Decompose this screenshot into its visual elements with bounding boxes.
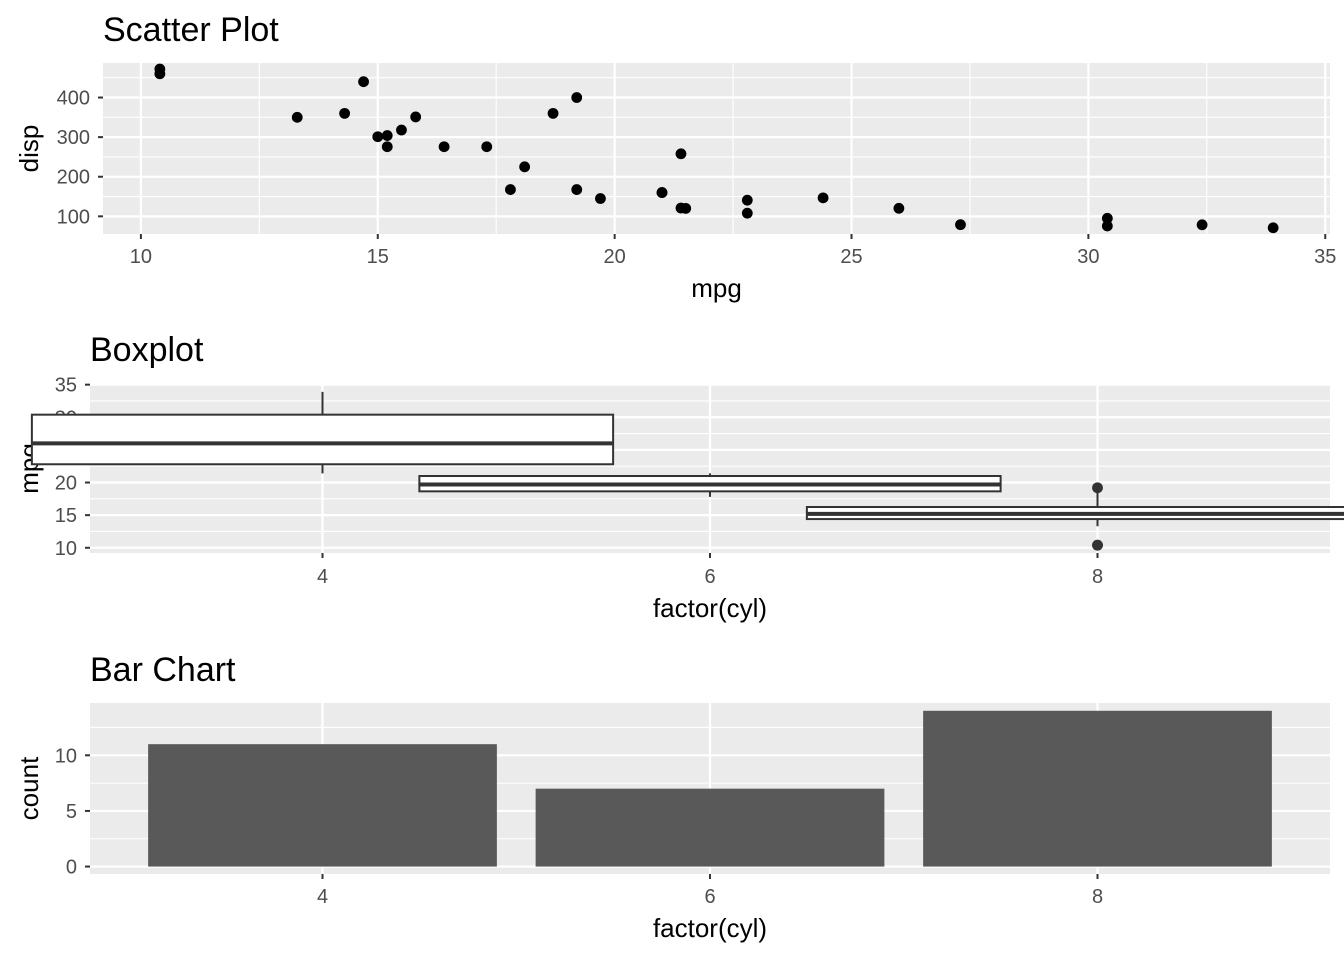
scatter-point bbox=[675, 202, 687, 214]
scatter-point bbox=[893, 202, 905, 214]
chart-title: Scatter Plot bbox=[103, 11, 279, 49]
x-tick-label: 25 bbox=[840, 246, 862, 268]
y-axis-title: count bbox=[14, 756, 44, 820]
x-tick-label: 10 bbox=[130, 246, 152, 268]
y-tick-label: 10 bbox=[55, 538, 77, 560]
scatter-point bbox=[741, 194, 753, 206]
scatter-point bbox=[410, 111, 422, 123]
x-tick-label: 8 bbox=[1092, 566, 1103, 588]
scatter-point bbox=[381, 130, 393, 141]
scatter-point bbox=[505, 184, 516, 195]
x-tick-label: 4 bbox=[317, 886, 328, 908]
y-tick-label: 10 bbox=[55, 745, 77, 767]
scatter-point bbox=[656, 187, 668, 198]
y-tick-label: 300 bbox=[57, 127, 90, 149]
scatter-point bbox=[547, 107, 559, 119]
x-axis-title: factor(cyl) bbox=[653, 593, 767, 623]
chart-title: Boxplot bbox=[90, 331, 204, 369]
x-tick-label: 6 bbox=[704, 566, 715, 588]
y-tick-label: 20 bbox=[55, 473, 77, 495]
x-tick-label: 20 bbox=[604, 246, 626, 268]
scatter-point bbox=[291, 111, 303, 123]
y-tick-label: 100 bbox=[57, 206, 90, 228]
box-iqr bbox=[30, 413, 615, 466]
x-tick-label: 8 bbox=[1092, 886, 1103, 908]
y-tick-label: 15 bbox=[55, 505, 77, 527]
scatter-point bbox=[955, 219, 966, 231]
y-axis-title: disp bbox=[14, 125, 44, 173]
outlier-point bbox=[1092, 482, 1103, 494]
outlier-point bbox=[1092, 539, 1103, 551]
bar-chart-panel: 0 5 10 Bar Chart factor(cyl) count 4 6 8 bbox=[14, 651, 1330, 943]
scatter-point bbox=[817, 192, 829, 204]
scatter-point bbox=[339, 107, 351, 119]
scatter-point bbox=[438, 141, 450, 153]
bar bbox=[148, 744, 497, 867]
scatter-point bbox=[396, 124, 407, 136]
plot-background bbox=[103, 63, 1330, 234]
x-tick-label: 30 bbox=[1077, 246, 1099, 268]
y-tick-label: 5 bbox=[66, 801, 77, 823]
scatter-point bbox=[519, 161, 531, 173]
x-tick-label: 15 bbox=[367, 246, 389, 268]
x-tick-label: 35 bbox=[1314, 246, 1336, 268]
bar bbox=[535, 788, 885, 867]
scatter-point bbox=[675, 148, 687, 160]
scatter-point bbox=[1267, 222, 1279, 234]
scatter-point bbox=[571, 184, 583, 195]
scatter-point bbox=[381, 141, 393, 153]
scatter-point bbox=[358, 76, 369, 88]
scatter-point bbox=[154, 68, 166, 80]
x-tick-label: 4 bbox=[317, 566, 328, 588]
x-axis-title: mpg bbox=[691, 273, 742, 303]
scatter-point bbox=[481, 141, 493, 153]
scatter-point bbox=[571, 92, 583, 103]
chart-title: Bar Chart bbox=[90, 651, 236, 689]
scatter-point bbox=[1101, 220, 1113, 232]
scatter-plot-panel: 100 200 300 400 Scatter Plot mpg disp 10 15 20 25 3… bbox=[14, 11, 1336, 303]
scatter-point bbox=[595, 193, 606, 204]
y-tick-label: 400 bbox=[57, 88, 90, 110]
y-tick-label: 35 bbox=[55, 375, 77, 397]
bar bbox=[923, 710, 1272, 867]
scatter-point bbox=[741, 207, 753, 219]
y-tick-label: 0 bbox=[66, 857, 77, 879]
x-axis-title: factor(cyl) bbox=[653, 913, 767, 943]
x-tick-label: 6 bbox=[704, 886, 715, 908]
y-tick-label: 200 bbox=[57, 167, 90, 189]
scatter-point bbox=[372, 131, 384, 143]
scatter-point bbox=[1101, 212, 1113, 224]
scatter-point bbox=[1196, 219, 1208, 231]
